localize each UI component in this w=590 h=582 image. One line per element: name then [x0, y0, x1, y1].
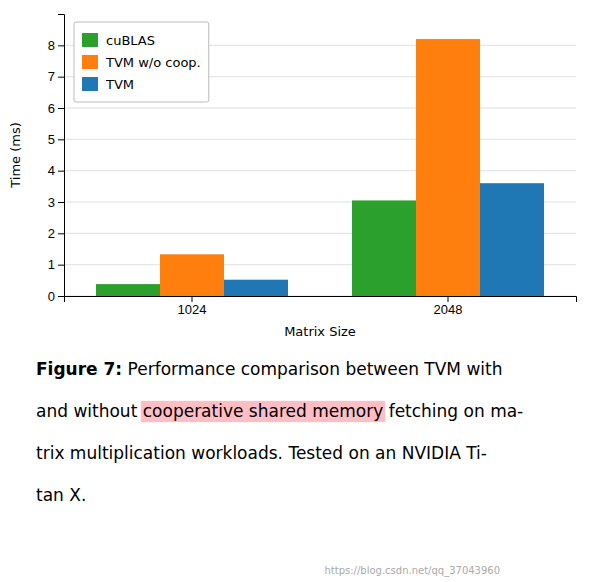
y-tick-mark — [58, 233, 64, 234]
y-tick-mark — [58, 77, 64, 78]
y-tick: 4 — [48, 163, 64, 178]
x-tick: 1024 — [178, 296, 207, 317]
y-tick: 0 — [48, 289, 64, 304]
bar — [96, 284, 160, 296]
x-axis-title: Matrix Size — [284, 324, 356, 339]
x-axis: 1024 2048 — [65, 296, 577, 317]
bar-series — [96, 200, 416, 296]
caption-text: tan X. — [36, 485, 86, 505]
y-tick-label: 4 — [48, 163, 55, 178]
y-axis-line — [58, 15, 65, 297]
legend-swatch — [82, 55, 98, 69]
y-tick-mark — [58, 139, 64, 140]
caption-piece: tan X. — [36, 485, 86, 505]
caption-piece: and without — [36, 401, 138, 421]
caption-text: fetching on ma- — [389, 401, 524, 421]
y-tick-label: 3 — [48, 195, 55, 210]
watermark: https://blog.csdn.net/qq_37043960 — [325, 565, 501, 577]
x-tick-mark — [192, 296, 193, 302]
grid-line — [64, 108, 576, 109]
caption-piece: fetching on ma- — [389, 401, 524, 421]
bar — [416, 39, 480, 296]
caption-text: Figure 7: — [36, 359, 122, 379]
y-tick-label: 8 — [48, 38, 55, 53]
x-axis-line — [65, 297, 577, 303]
bar — [160, 254, 224, 296]
legend: cuBLAS TVM w/o coop. TVM — [74, 22, 209, 102]
legend-item: TVM — [82, 77, 134, 92]
y-tick-mark — [58, 296, 64, 297]
y-tick: 5 — [48, 132, 64, 147]
x-tick-label: 2048 — [434, 302, 463, 317]
caption-piece: Figure 7: — [36, 359, 122, 379]
legend-swatch — [82, 77, 98, 91]
y-tick-label: 0 — [48, 289, 55, 304]
bar — [352, 200, 416, 296]
legend-swatch — [82, 33, 98, 47]
grid-line — [64, 139, 576, 140]
legend-item: cuBLAS — [82, 33, 155, 48]
y-tick-label: 2 — [48, 226, 55, 241]
y-tick-mark — [58, 265, 64, 266]
caption-piece: cooperative shared memory — [141, 401, 385, 422]
legend-label: TVM w/o coop. — [105, 55, 201, 70]
y-tick-mark — [58, 202, 64, 203]
legend-item: TVM w/o coop. — [82, 55, 201, 70]
legend-label: cuBLAS — [106, 33, 155, 48]
x-tick-mark — [448, 296, 449, 302]
y-tick: 3 — [48, 195, 64, 210]
caption-highlight — [141, 401, 385, 422]
y-tick: 8 — [48, 38, 64, 53]
legend-label: TVM — [105, 77, 134, 92]
caption-piece: Performance comparison between TVM with — [128, 359, 503, 379]
bar — [480, 183, 544, 296]
legend-box — [74, 22, 209, 102]
x-tick: 2048 — [434, 296, 463, 317]
chart: 1024 2048 0 1 2 3 4 5 6 7 8 Matrix Size Time (ms) cuB… — [0, 0, 590, 582]
y-tick: 2 — [48, 226, 64, 241]
caption-text: and without — [36, 401, 138, 421]
caption-piece: trix multiplication workloads. Tested on… — [36, 443, 487, 463]
caption-text: trix multiplication workloads. Tested on… — [36, 443, 487, 463]
bar — [224, 280, 288, 296]
y-tick-mark — [58, 108, 64, 109]
x-tick-label: 1024 — [178, 302, 207, 317]
caption-text: Performance comparison between TVM with — [128, 359, 503, 379]
grid-line — [64, 170, 576, 171]
y-tick-label: 5 — [48, 132, 55, 147]
y-axis-title: Time (ms) — [8, 122, 23, 189]
y-tick: 7 — [48, 69, 64, 84]
y-tick-label: 7 — [48, 69, 55, 84]
plot: 1024 2048 0 1 2 3 4 5 6 7 8 Matrix Size Time (ms) cuB… — [8, 15, 577, 340]
y-tick: 1 — [48, 257, 64, 272]
y-tick-label: 6 — [48, 101, 55, 116]
y-axis: 0 1 2 3 4 5 6 7 8 — [48, 15, 65, 304]
y-tick-mark — [58, 45, 64, 46]
y-tick-mark — [58, 171, 64, 172]
bar-series — [224, 183, 544, 296]
caption: Figure 7: Performance comparison between … — [36, 359, 523, 505]
caption-highlight-text: cooperative shared memory — [143, 401, 383, 421]
y-tick-label: 1 — [48, 257, 55, 272]
y-tick: 6 — [48, 101, 64, 116]
